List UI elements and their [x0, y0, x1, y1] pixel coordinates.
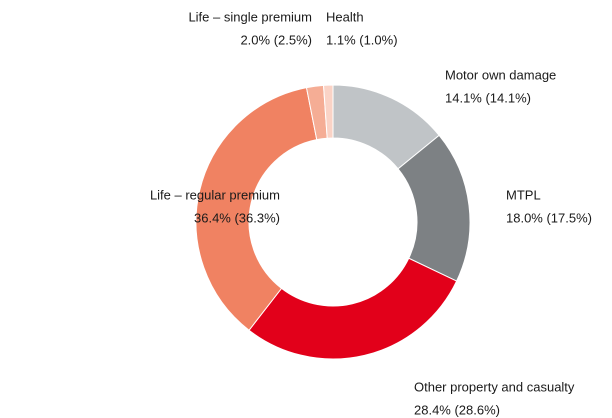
donut-slice: [248, 257, 458, 360]
donut-slice: [195, 87, 318, 331]
slice-value-label: 36.4% (36.3%): [194, 210, 280, 225]
slice-label: Motor own damage: [445, 67, 556, 82]
slice-value-label: 28.4% (28.6%): [414, 402, 500, 417]
slice-value-label: 1.1% (1.0%): [326, 32, 398, 47]
slice-value-label: 2.0% (2.5%): [240, 32, 312, 47]
slice-label: Other property and casualty: [414, 379, 575, 394]
slice-label: MTPL: [506, 187, 541, 202]
slice-label: Health: [326, 9, 364, 24]
slice-label: Life – regular premium: [150, 187, 280, 202]
slice-label: Life – single premium: [188, 9, 312, 24]
slice-value-label: 14.1% (14.1%): [445, 90, 531, 105]
slice-value-label: 18.0% (17.5%): [506, 210, 592, 225]
donut-slice: [323, 84, 334, 139]
